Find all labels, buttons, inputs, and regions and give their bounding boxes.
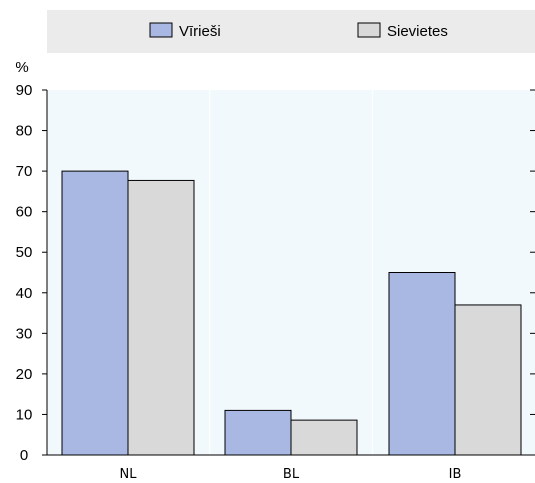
bar-ib-series-2 [454,304,522,456]
y-tick-label: 40 [16,285,33,302]
y-axis-unit-label: % [15,59,28,76]
bar-bl-series-1 [224,409,292,456]
x-category-label: BL [283,467,300,482]
bar-bl-series-2 [290,419,358,456]
y-tick-label: 20 [16,366,33,383]
bar-nl-series-1 [61,170,129,456]
legend-label: Vīrieši [179,23,221,40]
y-tick-label: 80 [16,123,33,140]
y-tick-label: 50 [16,244,33,261]
x-category-label: NL [120,467,138,482]
y-tick-label: 60 [16,204,33,221]
bar-ib-series-1 [388,272,456,456]
bar-nl-series-2 [127,179,195,456]
y-tick-label: 10 [16,406,33,423]
plot-area: 0 10 20 30 40 50 60 70 80 90 NL BL IB [16,82,535,482]
legend: Vīrieši Sievietes [47,10,535,53]
x-category-label: IB [449,467,462,482]
y-tick-label: 30 [16,325,33,342]
legend-background [47,10,535,53]
legend-swatch [149,22,173,38]
legend-swatch [357,22,381,38]
legend-label: Sievietes [387,23,448,40]
y-tick-label: 70 [16,163,33,180]
y-tick-label: 90 [16,82,33,99]
y-tick-label: 0 [20,447,28,464]
